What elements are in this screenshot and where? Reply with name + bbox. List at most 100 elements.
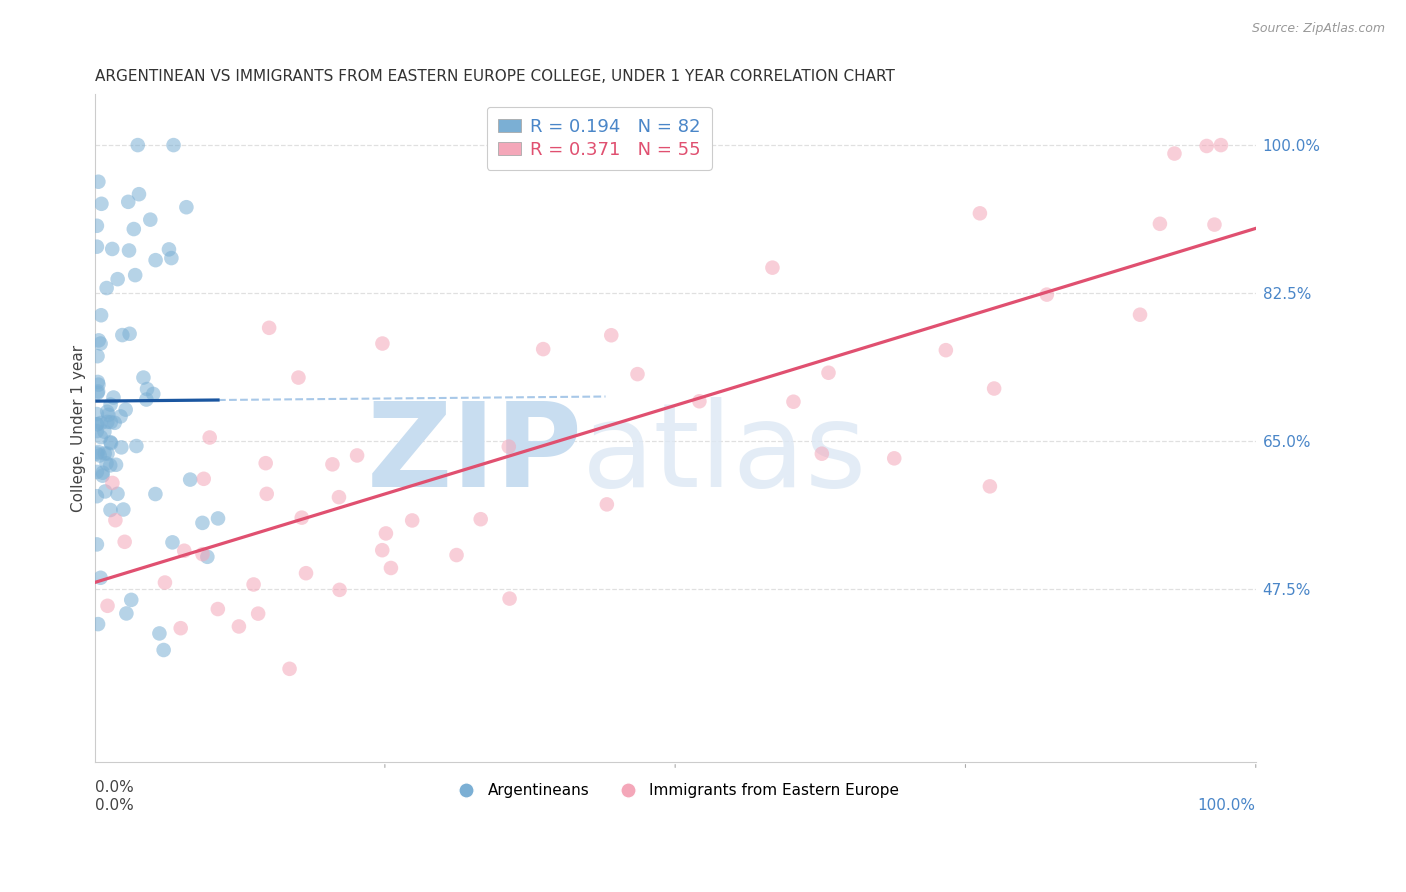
Point <box>191 547 214 561</box>
Point <box>152 643 174 657</box>
Point <box>107 487 129 501</box>
Point <box>160 251 183 265</box>
Point <box>91 468 114 483</box>
Point <box>86 219 108 233</box>
Point <box>90 336 112 351</box>
Point <box>170 621 193 635</box>
Point <box>1204 218 1226 232</box>
Point <box>110 409 132 424</box>
Point <box>86 349 108 363</box>
Point <box>97 408 120 422</box>
Point <box>96 415 118 429</box>
Point <box>114 534 136 549</box>
Point <box>135 392 157 407</box>
Point <box>112 502 135 516</box>
Point <box>87 384 110 399</box>
Point <box>111 328 134 343</box>
Point <box>122 222 145 236</box>
Point <box>179 473 201 487</box>
Point <box>782 394 804 409</box>
Text: ZIP: ZIP <box>367 397 582 512</box>
Point <box>162 138 184 153</box>
Point <box>105 458 128 472</box>
Point <box>346 449 368 463</box>
Point <box>93 446 115 460</box>
Text: Source: ZipAtlas.com: Source: ZipAtlas.com <box>1251 22 1385 36</box>
Point <box>87 375 110 389</box>
Point <box>86 489 108 503</box>
Point <box>104 416 127 430</box>
Point <box>446 548 468 562</box>
Text: 0.0%: 0.0% <box>94 798 134 814</box>
Point <box>257 321 280 335</box>
Point <box>371 543 394 558</box>
Point <box>114 402 136 417</box>
Point <box>1149 217 1171 231</box>
Point <box>162 535 184 549</box>
Point <box>626 367 648 381</box>
Point <box>100 415 122 429</box>
Point <box>278 662 301 676</box>
Point <box>90 571 112 585</box>
Y-axis label: College, Under 1 year: College, Under 1 year <box>72 344 86 512</box>
Point <box>157 243 180 257</box>
Point <box>254 456 277 470</box>
Point <box>86 447 108 461</box>
Point <box>1209 138 1232 153</box>
Point <box>329 582 352 597</box>
Point <box>101 242 124 256</box>
Point <box>93 425 115 439</box>
Point <box>256 487 278 501</box>
Point <box>242 577 264 591</box>
Point <box>295 566 318 581</box>
Point <box>128 187 150 202</box>
Point <box>600 328 623 343</box>
Point <box>86 386 108 401</box>
Point <box>86 537 108 551</box>
Point <box>142 387 165 401</box>
Point <box>979 479 1001 493</box>
Point <box>145 253 167 268</box>
Point <box>983 382 1005 396</box>
Point <box>596 497 619 511</box>
Text: atlas: atlas <box>582 397 868 512</box>
Point <box>817 366 839 380</box>
Point <box>100 503 122 517</box>
Point <box>87 175 110 189</box>
Point <box>136 382 159 396</box>
Point <box>89 449 111 463</box>
Point <box>110 441 132 455</box>
Point <box>371 336 394 351</box>
Point <box>498 591 520 606</box>
Point <box>1163 146 1185 161</box>
Point <box>380 561 402 575</box>
Point <box>118 244 141 258</box>
Text: 100.0%: 100.0% <box>1198 798 1256 814</box>
Point <box>207 602 229 616</box>
Point <box>153 575 176 590</box>
Point <box>124 268 146 282</box>
Point <box>207 511 229 525</box>
Point <box>148 626 170 640</box>
Point <box>104 513 127 527</box>
Point <box>883 451 905 466</box>
Point <box>125 439 148 453</box>
Point <box>228 619 250 633</box>
Point <box>761 260 783 275</box>
Point <box>86 424 108 438</box>
Point <box>531 342 554 356</box>
Point <box>91 466 114 480</box>
Point <box>90 416 112 430</box>
Point <box>173 543 195 558</box>
Point <box>1195 139 1218 153</box>
Point <box>86 417 108 432</box>
Point <box>86 240 108 254</box>
Point <box>1129 308 1152 322</box>
Point <box>470 512 492 526</box>
Point <box>127 138 149 153</box>
Point <box>100 435 122 450</box>
Text: ARGENTINEAN VS IMMIGRANTS FROM EASTERN EUROPE COLLEGE, UNDER 1 YEAR CORRELATION : ARGENTINEAN VS IMMIGRANTS FROM EASTERN E… <box>94 69 894 84</box>
Point <box>96 281 118 295</box>
Point <box>191 516 214 530</box>
Point <box>118 326 141 341</box>
